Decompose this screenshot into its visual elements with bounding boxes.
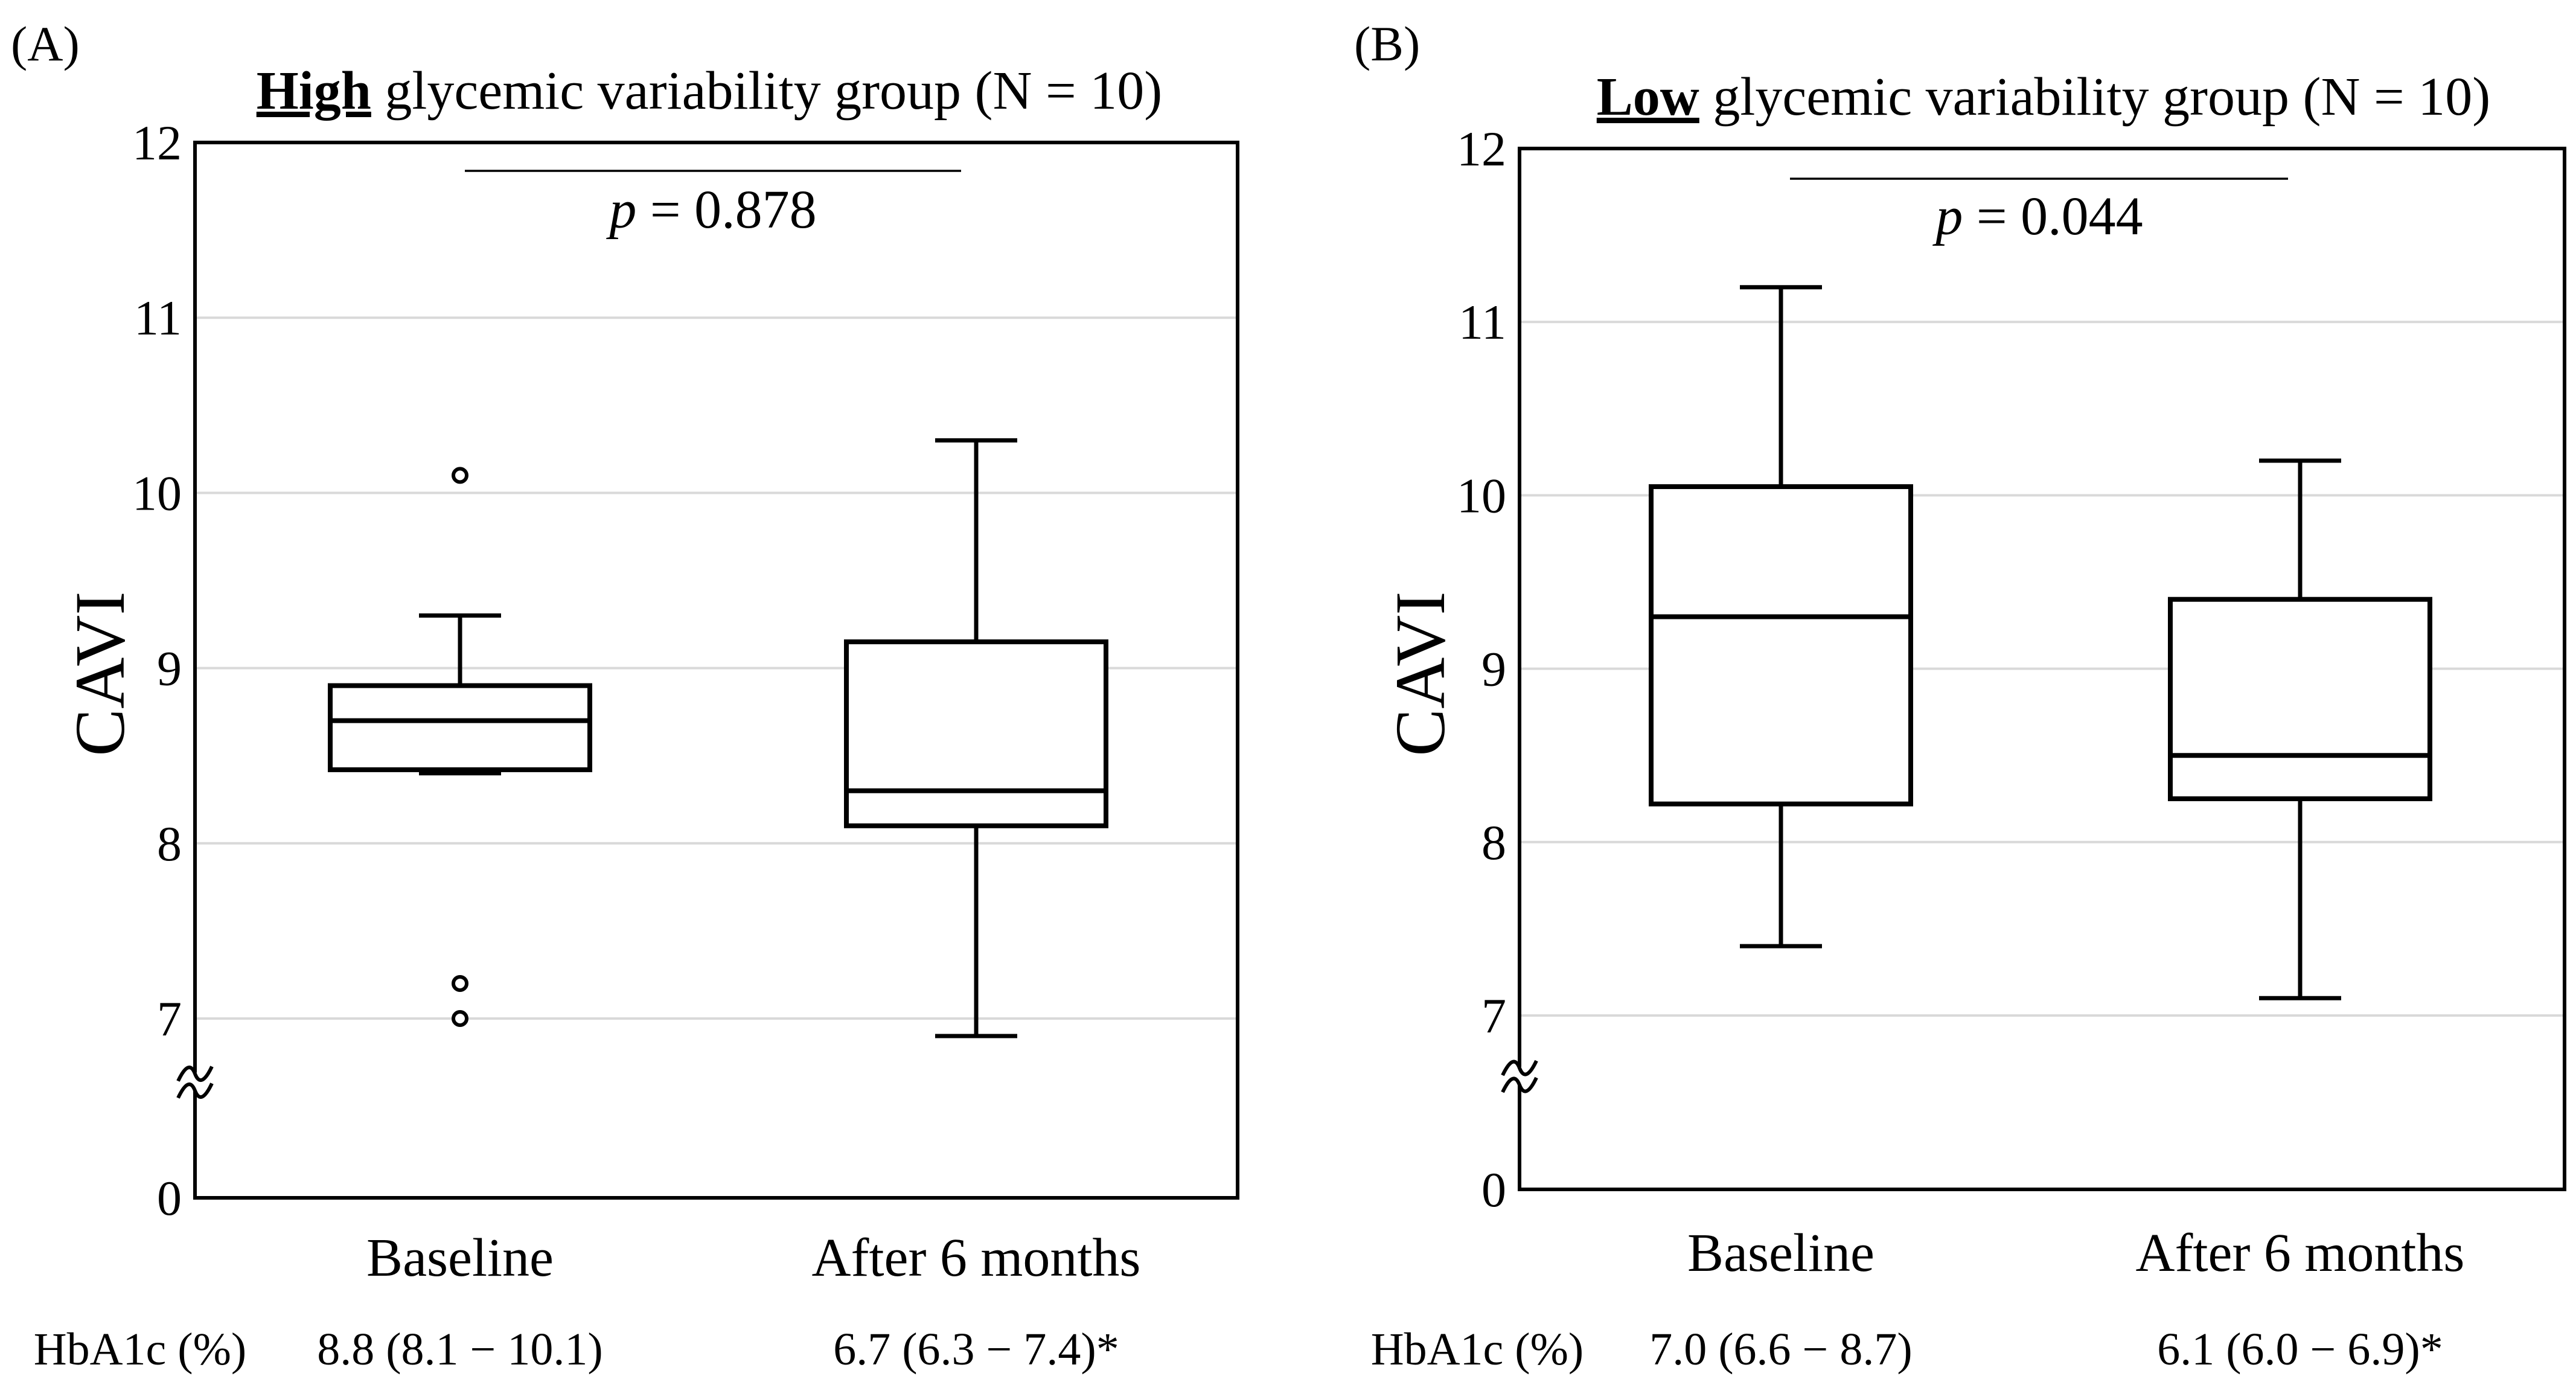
panel-a-label: (A) <box>11 16 80 71</box>
panel-a-p-rest: = 0.878 <box>636 180 816 240</box>
panel-b-box-after <box>2168 458 2432 1000</box>
panel-b-axis-break <box>1501 1060 1538 1093</box>
panel-b-yticks: 7 8 9 10 11 12 0 <box>1457 121 1506 1217</box>
panel-b-p-rest: = 0.044 <box>1963 187 2143 246</box>
panel-a-ytick-label: 9 <box>157 641 182 696</box>
panel-b: (B) Low glycemic variability group (N = … <box>1354 16 2566 1375</box>
panel-b-hba1c-label: HbA1c (%) <box>1371 1324 1584 1375</box>
panel-b-ytick-label: 7 <box>1481 988 1506 1043</box>
panel-b-box <box>1649 484 1913 807</box>
panel-b-hba1c-value: 6.1 (6.0 − 6.9)* <box>2157 1324 2443 1375</box>
panel-a-hba1c-value: 6.7 (6.3 − 7.4)* <box>833 1324 1119 1375</box>
panel-b-ytick-label: 10 <box>1457 468 1506 523</box>
panel-a-p-symbol: p <box>606 180 636 240</box>
panel-a-category-label: After 6 months <box>812 1228 1141 1288</box>
panel-a-box-baseline <box>328 467 592 1027</box>
panel-a-category-label: Baseline <box>366 1228 554 1288</box>
panel-a-ylabel: CAVI <box>60 591 139 756</box>
panel-a-box <box>844 639 1108 828</box>
panel-a-axis-break-mark <box>176 1083 214 1099</box>
panel-b-title: Low glycemic variability group (N = 10) <box>1597 67 2490 127</box>
panel-b-ytick-label: 11 <box>1459 295 1506 350</box>
panel-a-axis-break-mark <box>176 1066 214 1082</box>
panel-a-hba1c-value: 8.8 (8.1 − 10.1) <box>317 1324 602 1375</box>
panel-a-ytick-label: 11 <box>134 290 182 345</box>
panel-b-hba1c-value: 7.0 (6.6 − 8.7) <box>1649 1324 1912 1375</box>
panel-b-axis-break-mark <box>1501 1060 1538 1076</box>
panel-a-yticks: 7 8 9 10 11 12 0 <box>132 115 182 1226</box>
panel-a-axis-break <box>176 1066 214 1099</box>
panel-b-title-rest: glycemic variability group (N = 10) <box>1699 67 2490 127</box>
panel-a-box-after <box>844 438 1108 1038</box>
panel-a-ytick-label: 12 <box>132 115 182 170</box>
panel-a: (A) High glycemic variability group (N =… <box>11 16 1239 1375</box>
panel-b-category-label: After 6 months <box>2136 1223 2465 1283</box>
panel-b-box-baseline <box>1649 285 1913 948</box>
panel-a-title: High glycemic variability group (N = 10) <box>257 61 1162 121</box>
panel-a-ytick-label: 8 <box>157 816 182 871</box>
panel-a-title-bold: High <box>257 61 371 121</box>
panel-b-category-label: Baseline <box>1687 1223 1874 1283</box>
panel-a-box <box>328 683 592 772</box>
panel-b-p-symbol: p <box>1932 187 1963 246</box>
panel-a-p-value: p = 0.878 <box>606 180 816 240</box>
panel-b-ytick-label: 12 <box>1457 121 1506 176</box>
panel-a-outlier <box>452 1010 468 1027</box>
panel-a-grid <box>195 316 1238 1020</box>
panel-b-frame <box>1518 147 2566 1191</box>
panel-b-axis-break-mark <box>1501 1076 1538 1093</box>
panel-b-ytick-label: 8 <box>1481 815 1506 870</box>
panel-a-title-rest: glycemic variability group (N = 10) <box>371 61 1162 121</box>
panel-a-ytick-label-base: 0 <box>157 1171 182 1226</box>
panel-b-p-value: p = 0.044 <box>1932 187 2143 246</box>
panel-b-title-bold: Low <box>1597 67 1699 127</box>
panel-a-hba1c-label: HbA1c (%) <box>34 1324 246 1375</box>
panel-a-frame <box>193 141 1239 1200</box>
panel-b-ytick-label-base: 0 <box>1481 1162 1506 1217</box>
panel-a-ytick-label: 7 <box>157 991 182 1046</box>
panel-b-ytick-label: 9 <box>1481 642 1506 697</box>
panel-a-outlier <box>452 974 468 992</box>
panel-b-box <box>2168 597 2432 801</box>
panel-a-ytick-label: 10 <box>132 465 182 520</box>
panel-b-ylabel: CAVI <box>1381 591 1460 756</box>
panel-b-label: (B) <box>1354 16 1420 71</box>
panel-a-outlier <box>452 467 468 484</box>
